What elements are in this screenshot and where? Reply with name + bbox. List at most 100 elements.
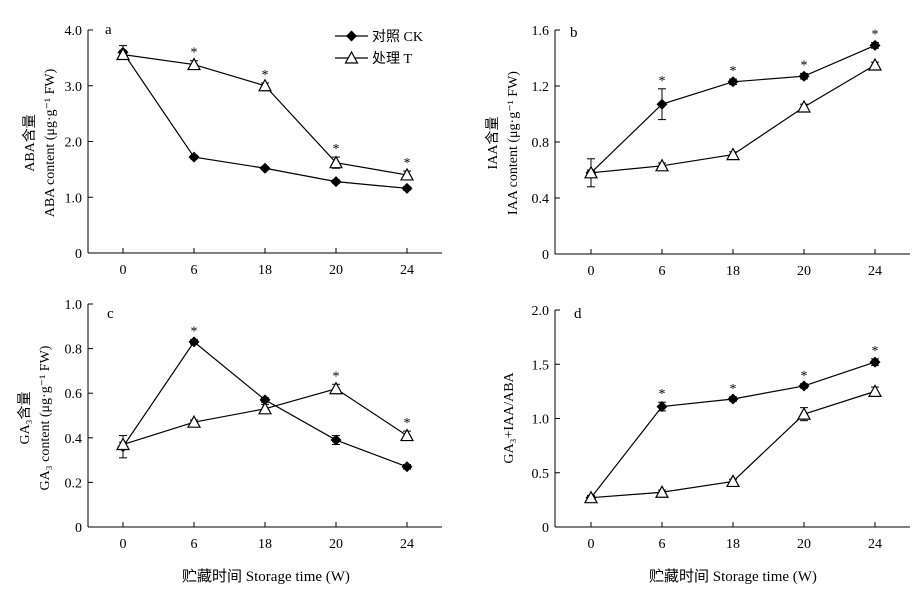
x-tick-label: 6 [659,264,666,279]
data-point-ck [727,76,739,88]
legend: 对照 CK 处理 T [335,29,423,67]
data-point-t [257,401,273,415]
panel-letter: a [105,22,112,38]
significance-star: * [404,156,411,171]
x-tick-label: 24 [400,537,414,552]
y-tick-label: 1.0 [65,191,83,206]
data-point-ck [656,98,668,110]
significance-star: * [262,68,269,83]
x-tick-label: 0 [588,537,595,552]
x-tick-label: 6 [191,537,198,552]
y-tick-label: 0 [542,521,549,536]
panel-b: b IAA含量 IAA content (μg·g⁻¹ FW) 0 0.4 0.8 1… [485,24,910,279]
x-tick-label: 24 [868,264,882,279]
data-point-ck [798,380,810,392]
x-tick-label: 6 [659,537,666,552]
significance-star: * [404,416,411,431]
significance-star: * [659,387,666,402]
data-point-t [867,384,883,397]
data-point-ck [188,151,200,163]
data-point-ck [188,336,200,348]
data-point-t [257,78,273,92]
y-tick-label: 0.5 [532,467,550,482]
significance-star: * [801,58,808,73]
data-point-t [867,57,883,71]
data-point-t [583,490,599,504]
x-tick-label: 24 [400,263,414,278]
data-point-t [115,437,131,451]
data-point-t [654,485,670,498]
data-point-t [328,381,344,395]
data-point-ck [330,176,342,188]
legend-label-ck: 对照 CK [372,29,423,45]
data-point-t [796,99,812,113]
data-point-t [186,414,202,428]
x-tick-label: 18 [258,263,272,278]
y-tick-label: 0.4 [532,192,550,207]
y-tick-label: 0.4 [65,432,83,447]
ylabel-en: GA₃+IAA/ABA [502,371,517,463]
data-point-t [725,474,741,488]
panel-letter: c [107,306,114,322]
data-point-t [796,406,812,420]
y-tick-label: 0.8 [65,343,83,358]
y-tick-label: 1.0 [65,298,83,313]
significance-star: * [872,28,879,43]
y-tick-label: 0.2 [65,476,83,491]
data-point-ck [727,393,739,405]
x-tick-label: 20 [797,537,811,552]
x-tick-label: 6 [191,263,198,278]
x-tick-label: 18 [726,537,740,552]
legend-item-ck: 对照 CK [335,29,423,45]
legend-label-t: 处理 T [372,51,412,67]
y-tick-label: 0.6 [65,387,83,402]
x-tick-label: 20 [329,537,343,552]
data-point-ck [401,461,413,473]
data-point-t [328,155,344,169]
data-point-ck [869,39,881,51]
panel-d: d GA₃+IAA/ABA 0 0.5 1.0 1.5 2.0 0 6 18 20 24 * * * * [502,304,910,552]
x-tick-label: 0 [120,263,127,278]
data-point-t [725,147,741,161]
y-tick-label: 0 [542,248,549,263]
significance-star: * [659,74,666,89]
significance-star: * [191,325,198,340]
y-tick-label: 2.0 [65,136,83,151]
ylabel-en: IAA content (μg·g⁻¹ FW) [506,71,521,215]
significance-star: * [191,46,198,61]
y-tick-label: 1.2 [532,80,550,95]
y-tick-label: 0.8 [532,136,550,151]
x-tick-label: 0 [120,537,127,552]
data-point-ck [330,434,342,446]
panel-c: c GA₃含量 GA₃ content (μg·g⁻¹ FW) 0 0.2 0.4 0… [17,298,442,552]
data-point-ck [259,162,271,174]
data-point-t [654,158,670,172]
data-point-ck [798,70,810,82]
y-tick-label: 1.6 [532,24,550,39]
data-point-t [399,428,415,442]
triangle-marker-icon [344,50,359,64]
diamond-marker-icon [346,30,357,42]
ylabel-en: ABA content (μg·g⁻¹ FW) [43,68,58,217]
ylabel-cn: IAA含量 [485,117,501,170]
x-tick-label: 24 [868,537,882,552]
panel-letter: b [570,25,578,41]
ylabel-cn: GA₃含量 [17,391,33,444]
panel-a: a ABA含量 ABA content (μg·g⁻¹ FW) 对照 CK 处理… [22,22,442,278]
data-point-t [583,165,599,179]
legend-item-t: 处理 T [335,50,412,67]
ylabel-cn: ABA含量 [22,114,38,172]
data-point-ck [656,401,668,413]
x-tick-label: 20 [797,264,811,279]
significance-star: * [872,344,879,359]
significance-star: * [801,369,808,384]
y-tick-label: 0 [75,247,82,262]
data-point-t [115,47,131,61]
x-tick-label: 18 [258,537,272,552]
significance-star: * [730,64,737,79]
significance-star: * [730,382,737,397]
y-tick-label: 0 [75,521,82,536]
x-tick-label: 20 [329,263,343,278]
xlabel-left: 贮藏时间 Storage time (W) [182,568,350,585]
